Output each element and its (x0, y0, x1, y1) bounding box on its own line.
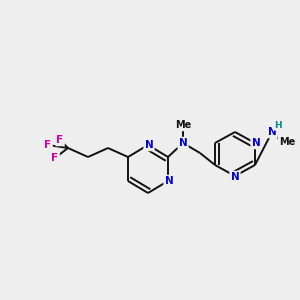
Text: N: N (252, 138, 260, 148)
Text: Me: Me (279, 137, 295, 147)
Text: N: N (178, 138, 188, 148)
Text: N: N (268, 127, 276, 137)
Text: F: F (44, 140, 52, 150)
Text: N: N (145, 140, 153, 150)
Text: N: N (165, 176, 173, 186)
Text: Me: Me (175, 120, 191, 130)
Text: N: N (231, 172, 239, 182)
Text: F: F (56, 135, 64, 145)
Text: F: F (51, 153, 58, 163)
Text: H: H (274, 121, 282, 130)
